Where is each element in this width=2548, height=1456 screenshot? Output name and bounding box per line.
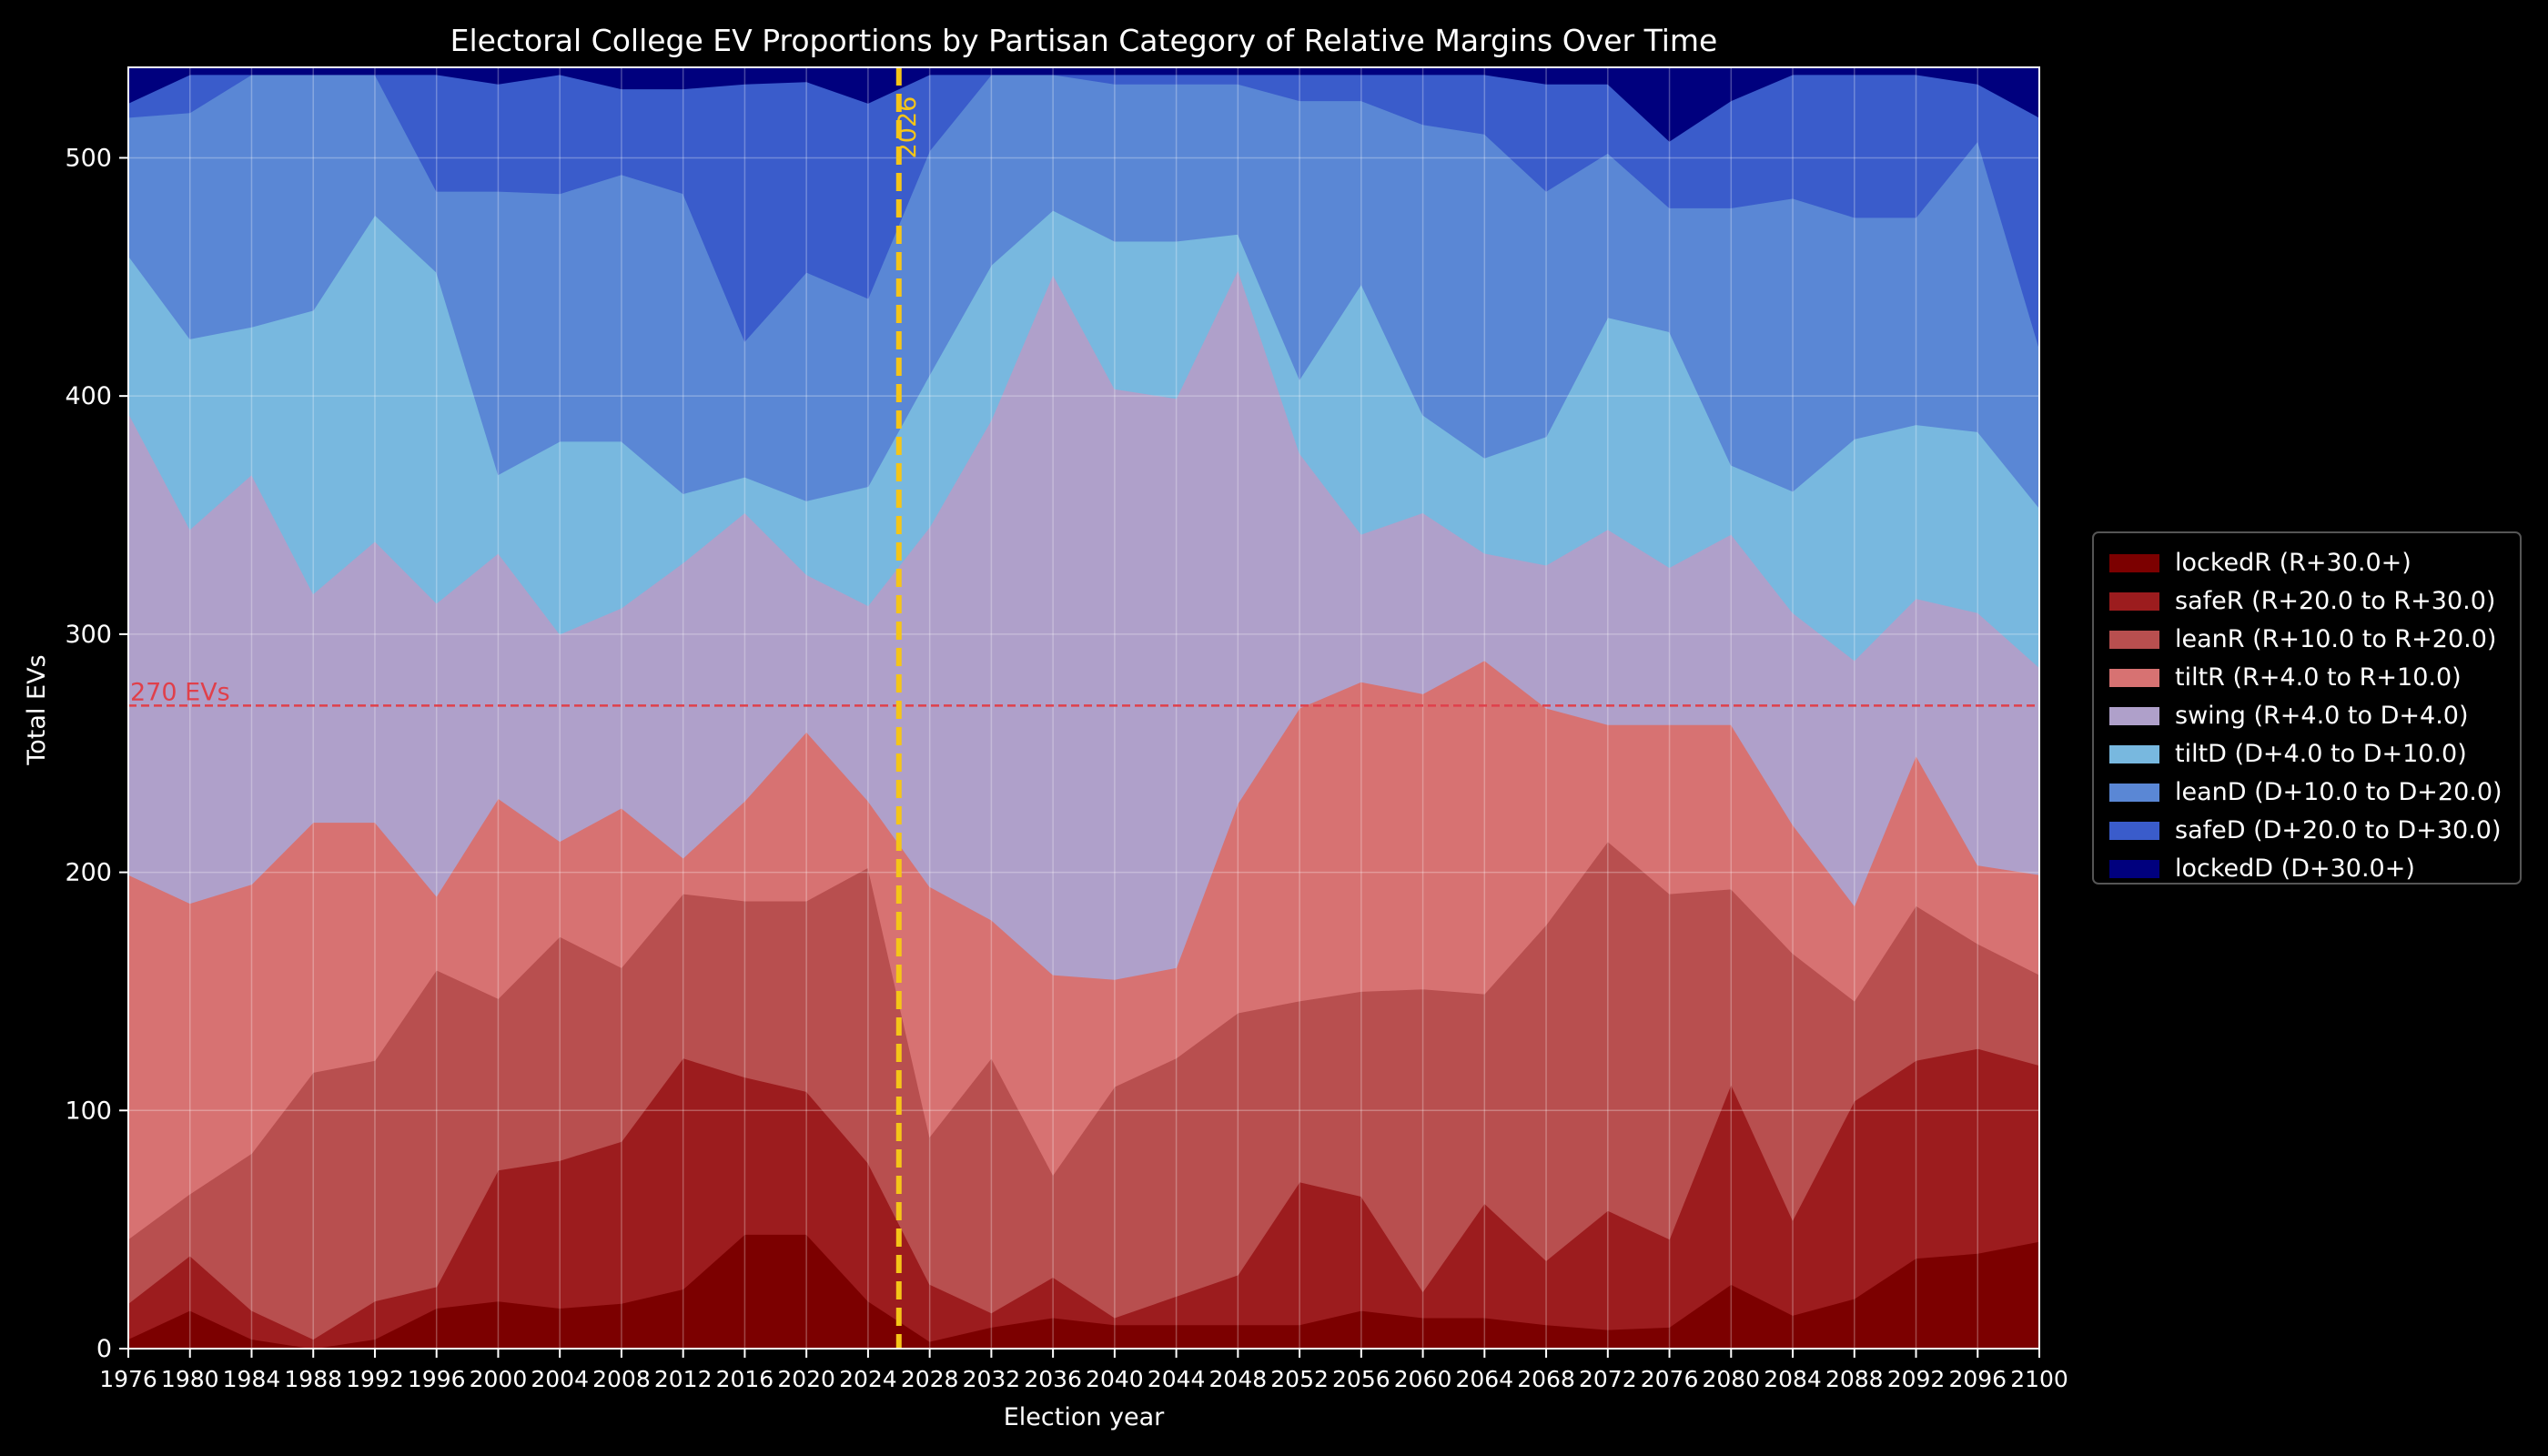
x-tick-label: 2004 [531, 1366, 589, 1392]
threshold-label: 270 EVs [130, 678, 230, 706]
x-tick-label: 2084 [1764, 1366, 1822, 1392]
x-tick-label: 2060 [1394, 1366, 1452, 1392]
current-year-label: 2026 [894, 96, 922, 159]
x-tick-label: 2096 [1948, 1366, 2007, 1392]
x-tick-label: 2024 [839, 1366, 897, 1392]
legend-swatch-lockedD [2109, 860, 2159, 878]
x-tick-label: 1984 [223, 1366, 281, 1392]
legend-swatch-tiltR [2109, 669, 2159, 687]
x-tick-label: 2044 [1148, 1366, 1206, 1392]
x-tick-label: 2008 [592, 1366, 651, 1392]
chart-title: Electoral College EV Proportions by Part… [450, 23, 1718, 58]
legend-label-leanD: leanD (D+10.0 to D+20.0) [2175, 778, 2502, 806]
legend-swatch-leanD [2109, 784, 2159, 802]
x-tick-label: 2068 [1517, 1366, 1575, 1392]
x-axis: 1976 1980 1984 1988 1992 1996 2000 2004 2008 2012… [99, 1349, 2068, 1392]
x-tick-label: 1992 [346, 1366, 404, 1392]
legend-label-leanR: leanR (R+10.0 to R+20.0) [2175, 625, 2496, 653]
x-tick-label: 2088 [1825, 1366, 1884, 1392]
x-tick-label: 2052 [1270, 1366, 1329, 1392]
x-tick-label: 2020 [777, 1366, 835, 1392]
annotations: 270 EVs 2026 [128, 67, 2039, 1349]
legend-swatch-swing [2109, 707, 2159, 725]
x-tick-label: 2028 [901, 1366, 959, 1392]
y-tick-label: 200 [65, 859, 112, 887]
x-tick-label: 2080 [1702, 1366, 1760, 1392]
legend: lockedR (R+30.0+) safeR (R+20.0 to R+30.0… [2092, 531, 2522, 885]
x-tick-label: 1980 [161, 1366, 219, 1392]
x-tick-label: 2000 [470, 1366, 528, 1392]
x-tick-label: 2064 [1456, 1366, 1514, 1392]
y-axis: 0 100 200 300 400 500 [65, 144, 128, 1363]
legend-swatch-safeR [2109, 592, 2159, 611]
legend-label-safeR: safeR (R+20.0 to R+30.0) [2175, 587, 2495, 615]
legend-label-safeD: safeD (D+20.0 to D+30.0) [2175, 816, 2502, 844]
x-tick-label: 1988 [284, 1366, 342, 1392]
y-tick-label: 0 [96, 1335, 112, 1363]
x-tick-label: 2072 [1579, 1366, 1637, 1392]
legend-label-tiltR: tiltR (R+4.0 to R+10.0) [2175, 663, 2462, 692]
x-tick-label: 2016 [716, 1366, 774, 1392]
plot-frame [127, 66, 2040, 1350]
x-tick-label: 2076 [1641, 1366, 1699, 1392]
x-axis-label: Election year [1004, 1403, 1165, 1431]
x-tick-label: 2092 [1887, 1366, 1946, 1392]
legend-box [2092, 531, 2522, 885]
legend-label-lockedD: lockedD (D+30.0+) [2175, 854, 2415, 883]
x-tick-label: 2032 [963, 1366, 1021, 1392]
y-axis-label: Total EVs [23, 654, 51, 765]
x-tick-label: 2036 [1024, 1366, 1082, 1392]
x-tick-label: 2056 [1332, 1366, 1390, 1392]
x-tick-label: 2100 [2010, 1366, 2068, 1392]
y-tick-label: 500 [65, 144, 112, 172]
y-tick-label: 300 [65, 621, 112, 649]
legend-label-tiltD: tiltD (D+4.0 to D+10.0) [2175, 740, 2467, 768]
legend-swatch-tiltD [2109, 745, 2159, 763]
x-tick-label: 2048 [1209, 1366, 1268, 1392]
x-tick-label: 1976 [99, 1366, 157, 1392]
legend-swatch-safeD [2109, 822, 2159, 840]
legend-label-swing: swing (R+4.0 to D+4.0) [2175, 702, 2469, 730]
x-tick-label: 2012 [654, 1366, 713, 1392]
y-tick-label: 400 [65, 382, 112, 410]
legend-swatch-leanR [2109, 631, 2159, 649]
legend-label-lockedR: lockedR (R+30.0+) [2175, 549, 2412, 577]
y-tick-label: 100 [65, 1097, 112, 1125]
stacked-areas [127, 66, 2040, 1350]
legend-swatch-lockedR [2109, 554, 2159, 572]
x-tick-label: 1996 [408, 1366, 466, 1392]
x-tick-label: 2040 [1086, 1366, 1144, 1392]
